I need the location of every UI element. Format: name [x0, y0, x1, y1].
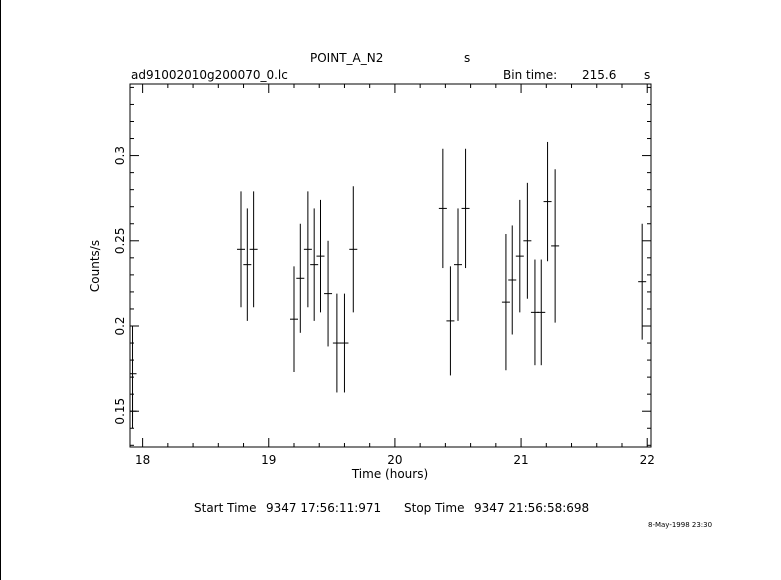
data-point [523, 182, 532, 299]
data-point [332, 293, 341, 393]
data-point [438, 148, 447, 269]
plot-timestamp: 8-May-1998 23:30 [648, 521, 713, 529]
data-point [349, 186, 358, 313]
data-point [130, 394, 137, 429]
start-time-value: 9347 17:56:11:971 [266, 501, 382, 515]
data-point [310, 208, 319, 321]
data-point [130, 326, 137, 422]
y-tick-label: 0.25 [113, 227, 127, 254]
data-points [130, 141, 647, 429]
axis-tick-labels: 18 19 20 21 22 0.15 0.2 0.25 0.3 [113, 146, 655, 467]
data-point [446, 266, 455, 376]
data-point [543, 141, 552, 262]
bin-time-value: 215.6 [582, 68, 617, 82]
x-tick-label: 19 [261, 453, 276, 467]
x-tick-label: 20 [387, 453, 402, 467]
data-point [461, 148, 470, 269]
data-point [537, 259, 546, 366]
stop-time-value: 9347 21:56:58:698 [474, 501, 590, 515]
x-tick-label: 21 [513, 453, 528, 467]
y-tick-label: 0.15 [113, 398, 127, 425]
data-point [324, 240, 333, 347]
data-point [501, 233, 510, 371]
left-border [0, 0, 1, 580]
data-point [289, 266, 298, 373]
x-tick-label: 18 [135, 453, 150, 467]
x-tick-label: 22 [640, 453, 655, 467]
start-time-label: Start Time [194, 501, 257, 515]
data-point [551, 169, 560, 323]
object-unit: s [464, 51, 471, 65]
data-point [515, 199, 524, 313]
data-point [296, 223, 305, 333]
data-point [638, 223, 647, 340]
data-point [453, 208, 462, 321]
object-name: POINT_A_N2 [310, 51, 384, 65]
axis-ticks [130, 84, 651, 447]
bin-time-unit: s [644, 68, 651, 82]
x-axis-label: Time (hours) [351, 467, 428, 481]
y-axis-label: Counts/s [88, 240, 102, 292]
plot-frame [129, 83, 652, 448]
bin-time-label: Bin time: [503, 68, 558, 82]
data-point [243, 208, 252, 321]
data-point [237, 191, 246, 308]
stop-time-label: Stop Time [404, 501, 465, 515]
y-tick-label: 0.2 [113, 316, 127, 335]
file-name: ad91002010g200070_0.lc [131, 68, 288, 82]
data-point [316, 199, 325, 313]
data-point [340, 293, 349, 393]
y-tick-label: 0.3 [113, 146, 127, 165]
data-point [303, 191, 312, 308]
data-point [508, 225, 517, 335]
data-point [249, 191, 258, 308]
